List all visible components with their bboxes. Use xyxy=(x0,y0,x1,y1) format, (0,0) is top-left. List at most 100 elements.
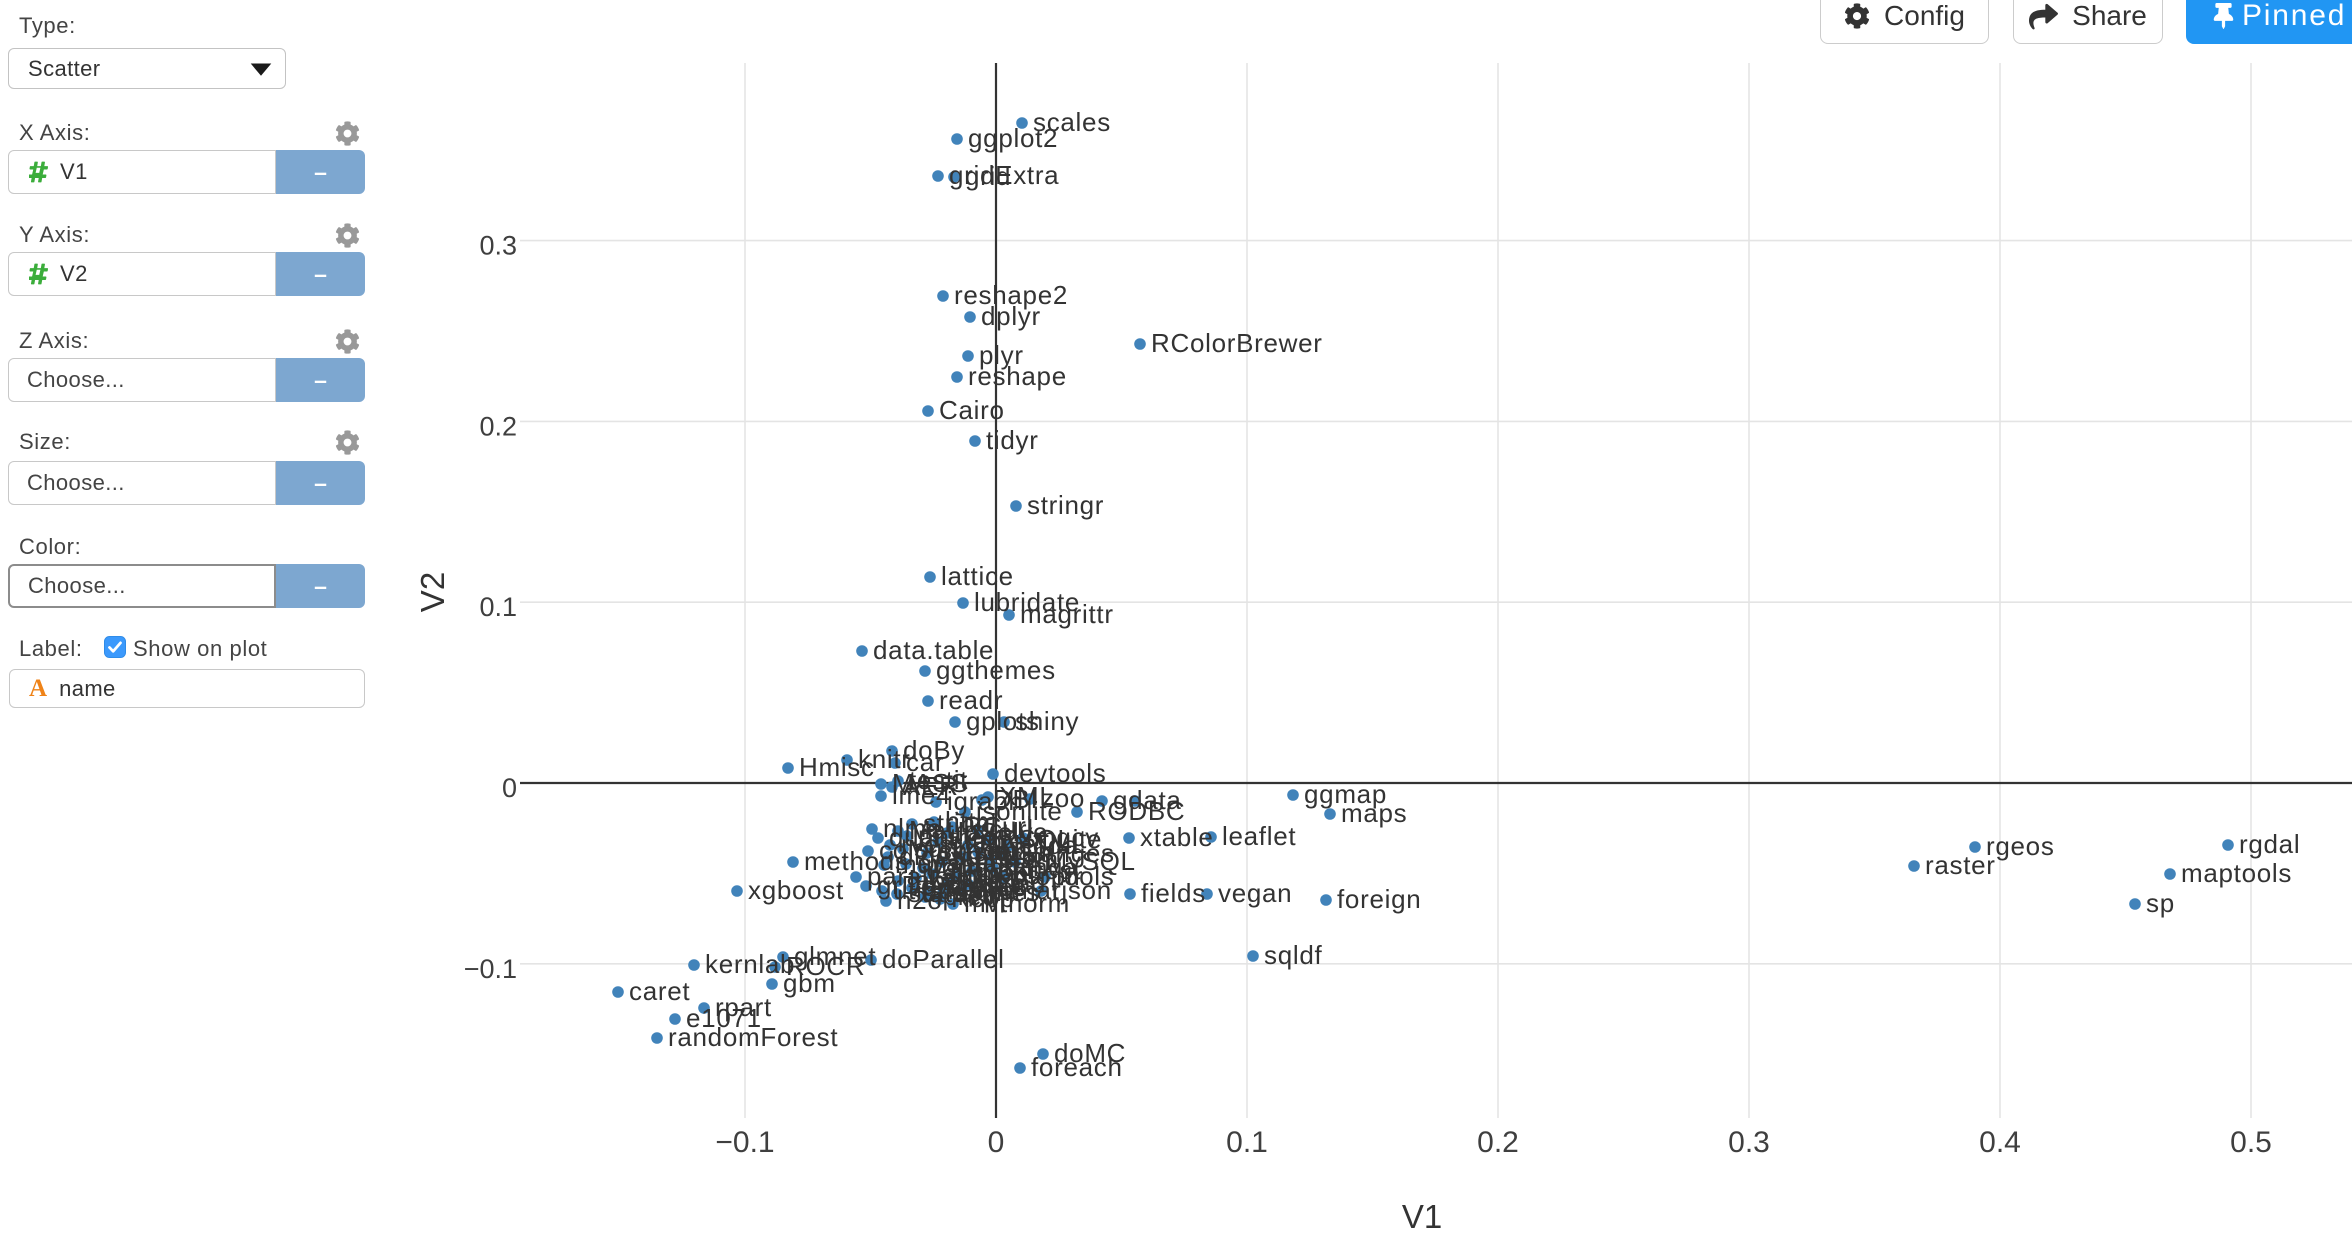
svg-text:doBy: doBy xyxy=(903,735,965,765)
svg-text:0: 0 xyxy=(988,1126,1005,1159)
svg-text:httr: httr xyxy=(945,806,985,836)
svg-text:gplots: gplots xyxy=(966,706,1040,736)
svg-text:tools: tools xyxy=(1056,861,1114,891)
svg-text:RODBC: RODBC xyxy=(1088,796,1185,826)
svg-text:knitr: knitr xyxy=(858,744,911,774)
svg-text:readr: readr xyxy=(939,685,1003,715)
svg-text:cluster: cluster xyxy=(938,837,1019,867)
svg-text:XML: XML xyxy=(999,781,1055,811)
svg-text:ROCR: ROCR xyxy=(786,951,865,981)
svg-text:ipred: ipred xyxy=(936,881,997,911)
svg-text:abind: abind xyxy=(979,868,1046,898)
svg-text:stringi: stringi xyxy=(923,808,997,838)
svg-text:xgboost: xgboost xyxy=(748,875,844,905)
svg-text:grid: grid xyxy=(965,161,1011,191)
svg-text:fields: fields xyxy=(1141,878,1206,908)
svg-text:rjson: rjson xyxy=(1052,875,1112,905)
svg-text:formatR: formatR xyxy=(934,852,1031,882)
svg-text:devtools: devtools xyxy=(1004,758,1106,788)
svg-text:−0.1: −0.1 xyxy=(464,954,517,984)
svg-text:AER: AER xyxy=(903,771,959,801)
svg-text:slam: slam xyxy=(1001,844,1059,874)
svg-text:expm: expm xyxy=(959,868,1025,898)
svg-text:data.table: data.table xyxy=(873,635,994,665)
svg-text:testit: testit xyxy=(909,765,968,795)
svg-text:lpSolve: lpSolve xyxy=(958,817,1048,847)
svg-text:graphics: graphics xyxy=(923,872,1027,902)
svg-text:lubridate: lubridate xyxy=(974,587,1080,617)
svg-text:shiny: shiny xyxy=(1015,706,1079,736)
svg-text:MASS: MASS xyxy=(892,768,968,798)
svg-text:methods: methods xyxy=(804,846,909,876)
svg-text:utils: utils xyxy=(893,875,943,905)
svg-text:raster: raster xyxy=(1925,850,1996,880)
svg-text:scales: scales xyxy=(1033,107,1111,137)
svg-text:stringr: stringr xyxy=(1027,490,1104,520)
svg-text:gridExtra: gridExtra xyxy=(949,160,1059,190)
svg-text:gdata: gdata xyxy=(1113,785,1182,815)
svg-text:ggplot2: ggplot2 xyxy=(968,123,1058,153)
svg-text:rgeos: rgeos xyxy=(1986,831,2055,861)
svg-text:0.3: 0.3 xyxy=(479,231,517,261)
svg-text:vegan: vegan xyxy=(1218,878,1292,908)
svg-text:gtable: gtable xyxy=(949,826,1024,856)
svg-text:curl: curl xyxy=(989,814,1034,844)
svg-text:xtable: xtable xyxy=(1140,822,1214,852)
svg-text:ape: ape xyxy=(973,875,1018,905)
svg-text:foreign: foreign xyxy=(1337,884,1421,914)
svg-text:survival: survival xyxy=(914,833,1008,863)
svg-text:munsell: munsell xyxy=(895,849,990,879)
svg-text:nlme: nlme xyxy=(883,813,942,843)
svg-text:0.4: 0.4 xyxy=(1979,1126,2021,1159)
svg-text:V1: V1 xyxy=(1402,1198,1442,1235)
svg-text:R2HTML: R2HTML xyxy=(979,829,1087,859)
svg-text:RMySQL: RMySQL xyxy=(1026,846,1136,876)
svg-text:ggmap: ggmap xyxy=(1304,779,1387,809)
svg-text:tidyr: tidyr xyxy=(986,425,1039,455)
svg-text:labeling: labeling xyxy=(909,865,1004,895)
svg-text:glmnet: glmnet xyxy=(794,941,876,971)
svg-text:minqa: minqa xyxy=(1004,852,1078,882)
svg-text:yaml: yaml xyxy=(927,862,985,892)
svg-text:rpart: rpart xyxy=(715,992,772,1022)
svg-text:Cairo: Cairo xyxy=(939,395,1005,425)
svg-text:Hmisc: Hmisc xyxy=(799,752,875,782)
svg-text:highr: highr xyxy=(953,846,1014,876)
svg-text:sp: sp xyxy=(2146,888,2175,918)
svg-text:lattice: lattice xyxy=(941,561,1014,591)
svg-text:leaflet: leaflet xyxy=(1222,821,1296,851)
svg-text:V2: V2 xyxy=(414,572,451,612)
svg-text:akima: akima xyxy=(943,858,1016,888)
svg-text:quantreg: quantreg xyxy=(889,822,997,852)
svg-text:sqldf: sqldf xyxy=(1264,940,1322,970)
svg-text:pbkrtest: pbkrtest xyxy=(983,855,1081,885)
svg-text:dichromat: dichromat xyxy=(939,875,1060,905)
svg-text:0.2: 0.2 xyxy=(479,411,517,441)
svg-text:plotrix: plotrix xyxy=(918,820,992,850)
svg-text:lme4: lme4 xyxy=(892,780,951,810)
svg-text:RCurl: RCurl xyxy=(963,811,1033,841)
svg-text:magrittr: magrittr xyxy=(1020,599,1114,629)
svg-text:nloptr: nloptr xyxy=(1014,861,1083,891)
svg-text:coda: coda xyxy=(1019,830,1078,860)
svg-text:h2o: h2o xyxy=(897,885,942,915)
svg-text:0.5: 0.5 xyxy=(2230,1126,2272,1159)
svg-text:e1071: e1071 xyxy=(686,1003,762,1033)
svg-text:caret: caret xyxy=(629,976,690,1006)
svg-text:randomForest: randomForest xyxy=(668,1022,838,1052)
svg-text:maps: maps xyxy=(1341,798,1407,828)
svg-text:doParallel: doParallel xyxy=(882,944,1005,974)
svg-text:DBI: DBI xyxy=(993,784,1038,814)
svg-text:rgdal: rgdal xyxy=(2239,829,2300,859)
svg-text:0.3: 0.3 xyxy=(1728,1126,1770,1159)
svg-text:0.2: 0.2 xyxy=(1477,1126,1519,1159)
svg-text:proto: proto xyxy=(974,841,1037,871)
svg-text:igraph: igraph xyxy=(947,786,1023,816)
svg-text:reshape2: reshape2 xyxy=(954,280,1068,310)
svg-text:0.1: 0.1 xyxy=(479,592,517,622)
svg-text:evaluate: evaluate xyxy=(917,848,1021,878)
svg-text:0: 0 xyxy=(502,773,517,803)
svg-text:ggthemes: ggthemes xyxy=(936,655,1056,685)
svg-text:car: car xyxy=(906,747,944,777)
svg-text:bitops: bitops xyxy=(967,860,1041,890)
